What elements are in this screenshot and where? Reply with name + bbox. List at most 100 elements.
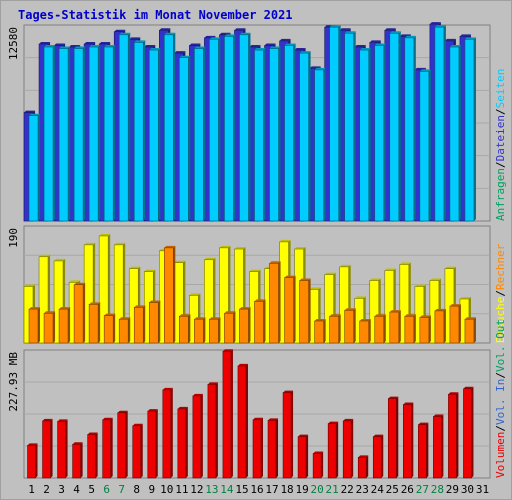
bar-volumen-12 xyxy=(192,393,203,479)
x-tick-label: 9 xyxy=(148,483,155,496)
x-tick-label: 18 xyxy=(280,483,293,496)
bar-anfragen-3 xyxy=(58,46,71,222)
legend-top: Anfragen/Dateien/Seiten xyxy=(494,69,507,221)
bar-volumen-10 xyxy=(162,387,173,479)
bar-rechner-6 xyxy=(103,313,116,344)
bar-anfragen-16 xyxy=(254,48,266,222)
y-max-label-bottom: 227.93 MB xyxy=(7,352,20,412)
bar-rechner-27 xyxy=(419,315,431,344)
y-max-label-top: 12580 xyxy=(7,27,20,60)
bar-volumen-11 xyxy=(177,406,188,479)
x-tick-label: 5 xyxy=(88,483,95,496)
bar-rechner-22 xyxy=(344,308,356,344)
bar-anfragen-24 xyxy=(374,43,386,222)
bar-anfragen-20 xyxy=(314,67,326,222)
bar-anfragen-28 xyxy=(434,25,446,222)
bar-anfragen-7 xyxy=(118,32,131,222)
bar-volumen-8 xyxy=(132,423,143,479)
x-tick-label: 3 xyxy=(58,483,65,496)
bar-anfragen-1 xyxy=(28,113,41,222)
x-tick-label: 12 xyxy=(190,483,203,496)
x-tick-label: 27 xyxy=(416,483,429,496)
bar-rechner-2 xyxy=(43,311,56,344)
x-tick-label: 10 xyxy=(160,483,173,496)
bar-anfragen-17 xyxy=(269,46,281,222)
bar-anfragen-15 xyxy=(239,32,251,222)
legend-item: Vol. Out xyxy=(494,319,507,372)
bar-rechner-7 xyxy=(118,317,131,344)
bar-rechner-15 xyxy=(239,307,251,344)
x-tick-label: 31 xyxy=(476,483,489,496)
bar-volumen-29 xyxy=(448,392,459,479)
legend-item: Anfragen xyxy=(494,168,507,221)
x-tick-label: 22 xyxy=(341,483,354,496)
bar-volumen-4 xyxy=(72,442,83,479)
bar-volumen-27 xyxy=(418,422,429,479)
bar-anfragen-13 xyxy=(209,37,221,222)
bar-rechner-18 xyxy=(284,275,296,344)
legend-middle: Besuche/Rechner xyxy=(494,243,507,343)
bar-volumen-25 xyxy=(387,396,399,479)
legend-bottom: Volumen/Vol. In/Vol. Out xyxy=(494,319,507,478)
bar-anfragen-23 xyxy=(359,48,371,222)
bar-volumen-18 xyxy=(282,390,294,479)
bar-anfragen-30 xyxy=(464,37,476,222)
x-tick-label: 8 xyxy=(133,483,140,496)
y-max-label-middle: 190 xyxy=(7,228,20,248)
x-tick-label: 6 xyxy=(103,483,110,496)
bar-anfragen-25 xyxy=(389,31,401,222)
x-tick-label: 16 xyxy=(250,483,263,496)
legend-item: Besuche xyxy=(494,297,507,343)
legend-item: Volumen xyxy=(494,432,507,478)
chart-title: Tages-Statistik im Monat November 2021 xyxy=(18,8,293,22)
bar-volumen-26 xyxy=(403,402,414,479)
bar-rechner-11 xyxy=(179,314,191,344)
bar-rechner-10 xyxy=(164,245,176,344)
bar-volumen-1 xyxy=(27,443,38,479)
bar-volumen-2 xyxy=(42,418,53,479)
bar-anfragen-2 xyxy=(43,45,56,222)
bar-anfragen-14 xyxy=(224,34,236,222)
bar-rechner-14 xyxy=(224,311,236,344)
legend-item: Seiten xyxy=(494,69,507,109)
bar-anfragen-26 xyxy=(404,35,416,222)
bar-rechner-16 xyxy=(254,299,266,344)
bar-volumen-20 xyxy=(312,451,324,479)
bar-rechner-23 xyxy=(359,318,371,344)
bar-anfragen-29 xyxy=(449,45,461,222)
bar-rechner-30 xyxy=(464,317,476,344)
x-tick-label: 19 xyxy=(295,483,308,496)
bar-volumen-6 xyxy=(102,417,113,479)
bar-volumen-24 xyxy=(372,434,384,479)
x-tick-label: 29 xyxy=(446,483,459,496)
bar-volumen-17 xyxy=(267,418,279,479)
bar-anfragen-9 xyxy=(148,48,161,222)
x-tick-label: 17 xyxy=(265,483,278,496)
x-tick-label: 13 xyxy=(205,483,218,496)
bar-rechner-24 xyxy=(374,314,386,344)
bar-anfragen-19 xyxy=(299,51,311,222)
x-tick-label: 30 xyxy=(461,483,474,496)
x-tick-label: 21 xyxy=(326,483,339,496)
x-tick-label: 23 xyxy=(356,483,369,496)
bar-volumen-21 xyxy=(327,421,339,479)
x-tick-label: 24 xyxy=(371,483,385,496)
legend-item: Dateien xyxy=(494,115,507,161)
x-tick-label: 26 xyxy=(401,483,414,496)
bar-volumen-16 xyxy=(252,417,263,479)
bar-anfragen-11 xyxy=(179,55,191,222)
bar-rechner-17 xyxy=(269,261,281,344)
bar-rechner-13 xyxy=(209,317,221,344)
bar-volumen-14 xyxy=(222,349,233,479)
bar-rechner-3 xyxy=(58,307,71,344)
x-tick-label: 14 xyxy=(220,483,234,496)
bar-volumen-28 xyxy=(433,414,444,479)
bar-anfragen-4 xyxy=(73,46,86,222)
bar-anfragen-12 xyxy=(194,46,206,222)
x-tick-label: 11 xyxy=(175,483,188,496)
bar-anfragen-5 xyxy=(88,45,101,222)
bar-volumen-22 xyxy=(342,418,354,479)
bar-rechner-19 xyxy=(299,278,311,344)
x-tick-label: 28 xyxy=(431,483,444,496)
